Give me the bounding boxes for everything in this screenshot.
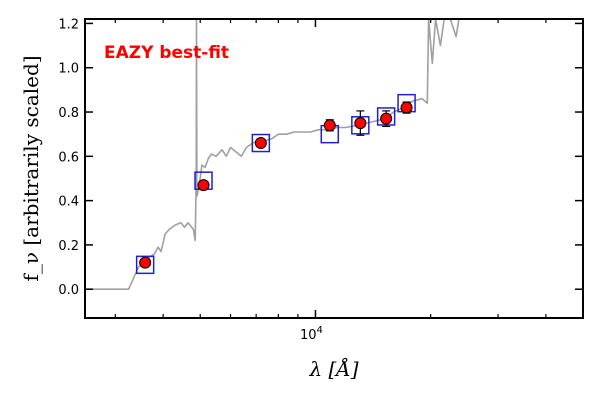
observed-flux-circle	[197, 179, 210, 192]
observed-point	[254, 137, 267, 150]
observed-point	[400, 101, 413, 114]
observed-flux-circle	[323, 119, 336, 132]
model-flux-square	[251, 133, 271, 153]
y-tick-label: 1.2	[58, 17, 79, 32]
observed-flux-markers	[139, 101, 413, 269]
observed-flux-circle	[139, 256, 152, 269]
spectrum-line	[85, 19, 460, 291]
observed-point	[197, 179, 210, 192]
observed-flux-circle	[354, 117, 367, 130]
observed-point	[139, 256, 152, 269]
axis-ticks	[85, 19, 583, 318]
observed-flux-circle	[400, 101, 413, 114]
y-tick-label: 1.0	[58, 62, 79, 77]
plot-frame	[84, 18, 584, 319]
observed-point	[354, 110, 367, 136]
annotation-eazy-best-fit: EAZY best-fit	[104, 43, 229, 63]
y-tick-label: 0.8	[58, 106, 79, 121]
best-fit-spectrum	[85, 19, 460, 291]
x-tick-labels: 104	[300, 325, 323, 343]
y-tick-label: 0.6	[58, 150, 79, 165]
x-tick-label: 104	[300, 325, 323, 343]
observed-flux-circle	[254, 137, 267, 150]
y-axis-label: f_ν [arbitrarily scaled]	[19, 55, 43, 281]
observed-point	[380, 110, 393, 128]
x-axis-label: λ [Å]	[308, 356, 358, 381]
observed-flux-circle	[380, 112, 393, 125]
y-tick-label: 0.2	[58, 239, 79, 254]
y-tick-label: 0.0	[58, 283, 79, 298]
y-tick-label: 0.4	[58, 195, 79, 210]
model-flux-square	[135, 255, 155, 275]
y-tick-labels: 0.0 0.2 0.4 0.6 0.8 1.0 1.2	[58, 17, 79, 298]
observed-point	[323, 119, 336, 132]
